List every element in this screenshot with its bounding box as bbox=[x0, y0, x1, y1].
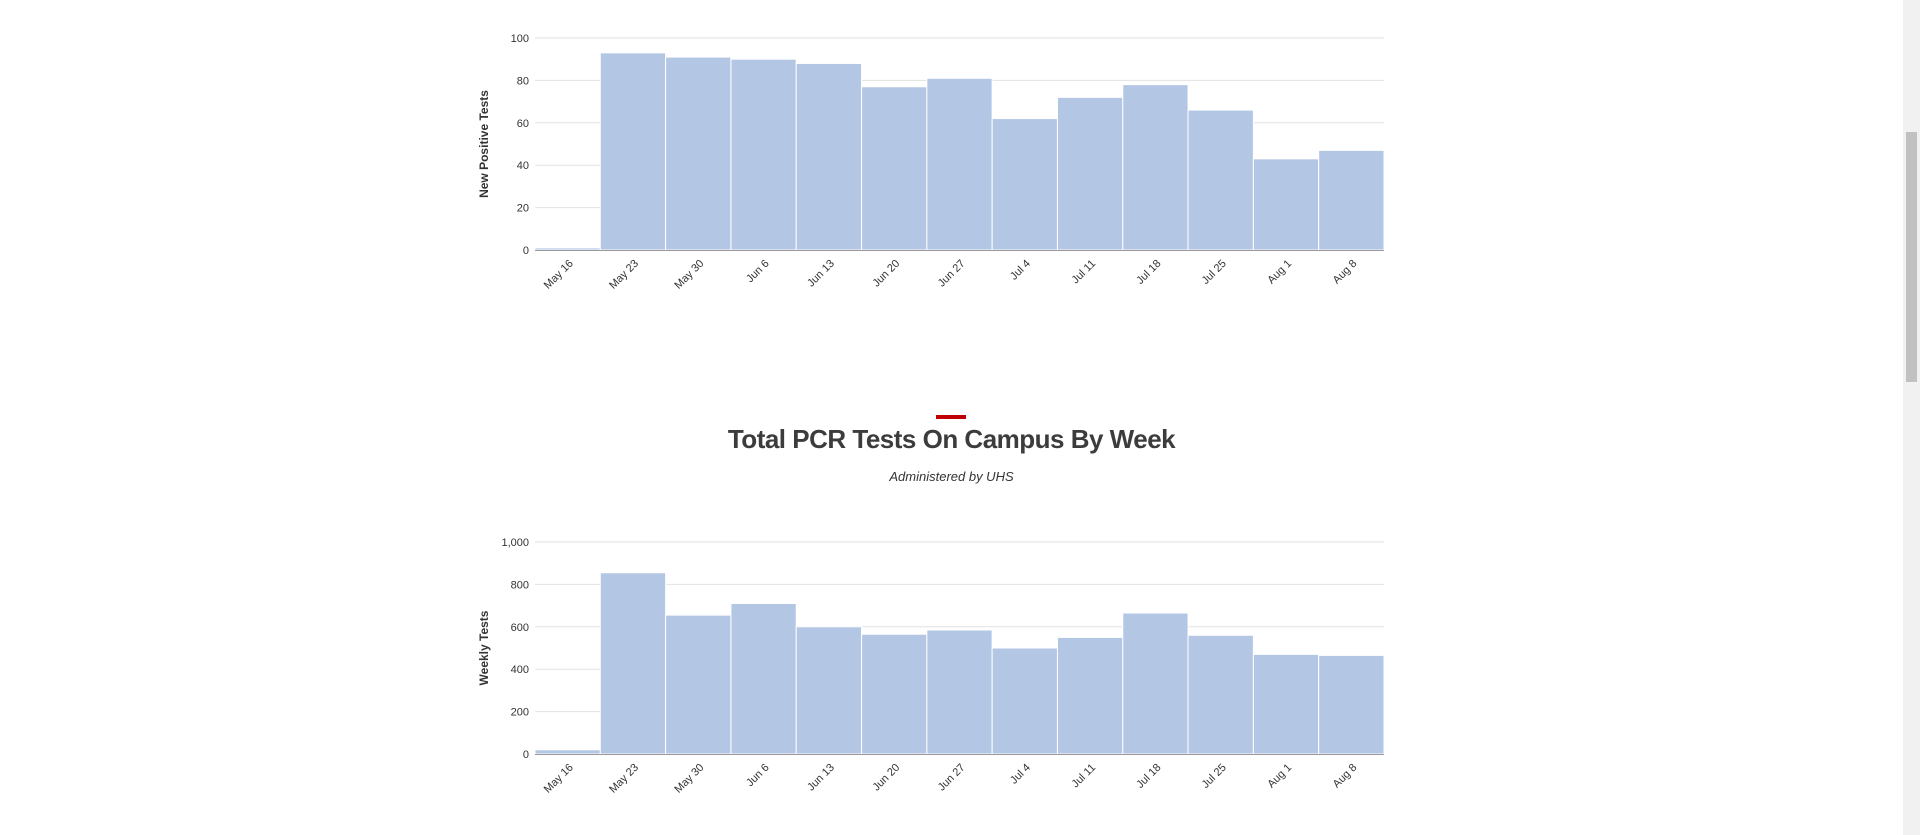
x-tick-label: May 23 bbox=[607, 762, 641, 796]
bar[interactable] bbox=[599, 52, 667, 251]
bar[interactable] bbox=[861, 86, 928, 251]
bar[interactable] bbox=[599, 572, 667, 755]
x-tick-label: May 30 bbox=[672, 762, 706, 796]
y-tick-label: 200 bbox=[511, 707, 529, 719]
bar[interactable] bbox=[991, 118, 1058, 251]
bar[interactable] bbox=[1252, 158, 1320, 251]
y-tick-label: 60 bbox=[517, 118, 529, 130]
bar[interactable] bbox=[1056, 636, 1124, 755]
bar[interactable] bbox=[795, 626, 863, 755]
bar[interactable] bbox=[861, 633, 928, 755]
x-tick-label: Jun 20 bbox=[870, 258, 902, 290]
x-tick-label: Jun 20 bbox=[870, 762, 902, 794]
page-scrollbar[interactable] bbox=[1903, 0, 1920, 835]
x-tick-label: May 16 bbox=[542, 762, 576, 796]
x-tick-label: Jun 6 bbox=[744, 762, 772, 790]
x-tick-label: May 16 bbox=[542, 258, 576, 292]
x-tick-label: Jun 6 bbox=[744, 258, 772, 286]
bar[interactable] bbox=[1122, 612, 1189, 755]
x-tick-label: Aug 1 bbox=[1265, 258, 1294, 287]
x-tick-label: Jun 27 bbox=[936, 258, 968, 290]
x-tick-label: Jul 4 bbox=[1008, 258, 1033, 283]
y-tick-label: 800 bbox=[511, 579, 529, 591]
y-tick-label: 40 bbox=[517, 160, 529, 172]
x-tick-label: May 30 bbox=[672, 258, 706, 292]
bar[interactable] bbox=[534, 247, 601, 251]
bar[interactable] bbox=[1122, 84, 1189, 251]
bar[interactable] bbox=[1056, 96, 1124, 251]
bar[interactable] bbox=[665, 56, 732, 251]
y-tick-label: 1,000 bbox=[501, 537, 529, 549]
x-tick-label: Aug 8 bbox=[1331, 762, 1360, 791]
bar[interactable] bbox=[1252, 653, 1320, 755]
section-accent-bar bbox=[936, 415, 966, 419]
y-axis-title: Weekly Tests bbox=[477, 610, 491, 685]
x-tick-label: Aug 1 bbox=[1265, 762, 1294, 791]
y-tick-label: 100 bbox=[511, 33, 529, 45]
chart-weekly-pcr-tests: 0 200 400 600 800 1,000 Weekly Tests May 16 May … bbox=[477, 537, 1385, 796]
bar[interactable] bbox=[926, 629, 993, 755]
bar[interactable] bbox=[730, 58, 797, 251]
x-tick-label: Jul 11 bbox=[1070, 258, 1099, 287]
bar[interactable] bbox=[730, 602, 797, 755]
x-tick-label: Jul 25 bbox=[1200, 258, 1229, 287]
x-tick-label: Jun 13 bbox=[805, 762, 837, 794]
x-tick-label: Jul 25 bbox=[1200, 762, 1229, 791]
x-tick-label: May 23 bbox=[607, 258, 641, 292]
x-tick-label: Jul 11 bbox=[1070, 762, 1099, 791]
x-tick-label: Jun 27 bbox=[936, 762, 968, 794]
y-tick-label: 0 bbox=[523, 245, 529, 257]
bar[interactable] bbox=[1187, 109, 1254, 251]
bar[interactable] bbox=[534, 749, 601, 755]
y-tick-label: 600 bbox=[511, 622, 529, 634]
bar[interactable] bbox=[991, 647, 1058, 755]
y-tick-label: 0 bbox=[523, 749, 529, 761]
bar[interactable] bbox=[1187, 634, 1254, 755]
x-tick-label: Jul 18 bbox=[1134, 762, 1163, 791]
bar[interactable] bbox=[926, 77, 993, 251]
x-tick-label: Jul 4 bbox=[1008, 762, 1033, 787]
y-tick-label: 20 bbox=[517, 203, 529, 215]
y-tick-label: 80 bbox=[517, 75, 529, 87]
x-tick-label: Aug 8 bbox=[1331, 258, 1360, 287]
x-tick-label: Jun 13 bbox=[805, 258, 837, 290]
x-tick-label: Jul 18 bbox=[1134, 258, 1163, 287]
y-tick-label: 400 bbox=[511, 664, 529, 676]
y-axis-title: New Positive Tests bbox=[477, 90, 491, 198]
chart-title: Total PCR Tests On Campus By Week bbox=[727, 424, 1176, 454]
scrollbar-thumb[interactable] bbox=[1906, 132, 1917, 382]
chart-new-positive-tests: 0 20 40 60 80 100 New Positive Tests May 16 May … bbox=[477, 33, 1385, 292]
chart-subtitle: Administered by UHS bbox=[889, 469, 1014, 484]
bar[interactable] bbox=[795, 62, 863, 251]
bar[interactable] bbox=[1318, 149, 1385, 251]
bar[interactable] bbox=[1318, 654, 1385, 755]
bar[interactable] bbox=[665, 614, 732, 755]
